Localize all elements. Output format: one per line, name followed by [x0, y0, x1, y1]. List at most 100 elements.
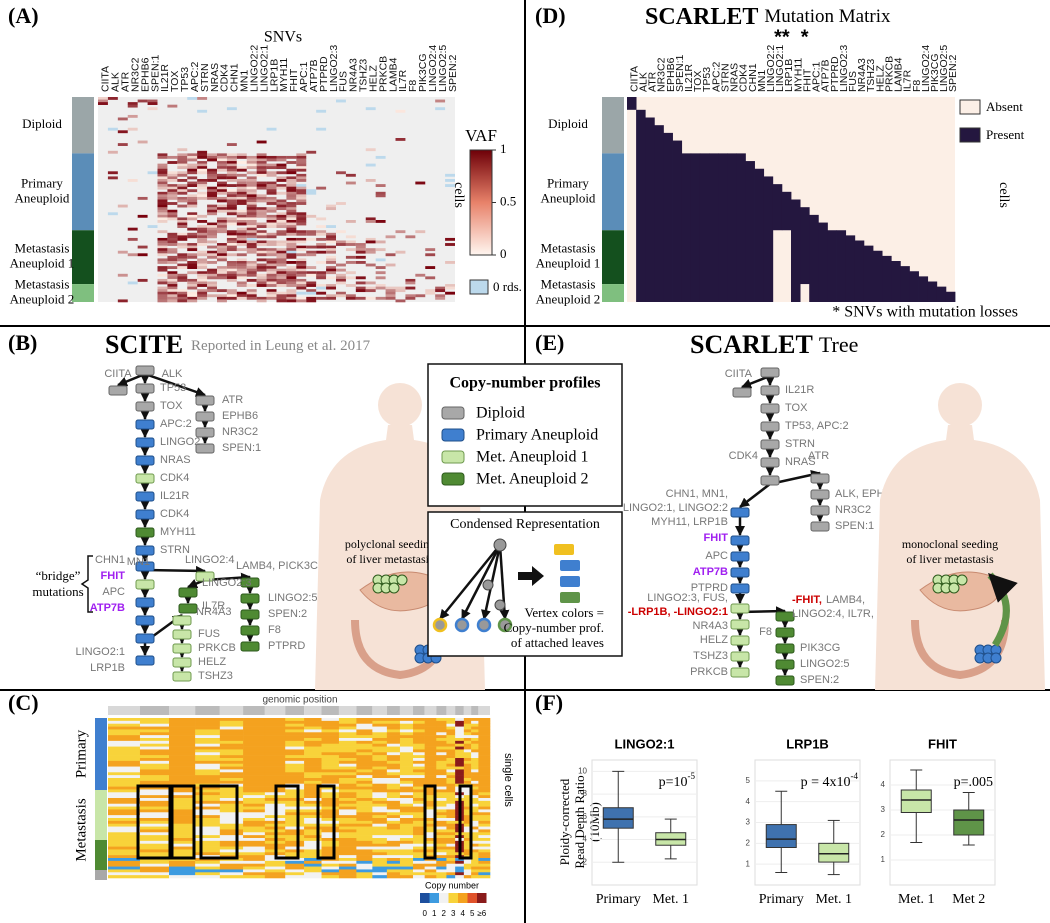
cn-cell	[169, 846, 196, 850]
cn-cell	[219, 732, 244, 736]
heat-cell	[226, 235, 237, 239]
node-label: NR4A3	[693, 620, 728, 632]
heat-cell	[296, 202, 307, 205]
cn-cell	[356, 772, 373, 776]
cn-cell	[463, 758, 472, 762]
cn-cell	[399, 778, 414, 782]
heat-cell	[167, 214, 178, 218]
cn-cell	[321, 786, 340, 790]
cn-cell	[471, 732, 479, 736]
heat-cell	[177, 163, 188, 167]
node-label: SPEN:2	[800, 674, 839, 686]
heat-cell	[177, 296, 188, 300]
cn-cell	[219, 738, 244, 742]
heat-cell	[177, 237, 188, 241]
cn-cell	[436, 766, 447, 770]
cn-cell	[108, 812, 141, 816]
y-tick-label: 3	[881, 805, 886, 814]
matrix-cell	[818, 222, 828, 302]
panel-label: (F)	[535, 690, 563, 715]
heat-cell	[226, 189, 237, 193]
cn-cell	[471, 780, 479, 785]
cn-cell	[243, 823, 266, 827]
heat-cell	[236, 273, 247, 277]
highlight-box	[199, 784, 239, 860]
group-label: Primary	[21, 175, 63, 190]
heat-cell	[316, 245, 327, 249]
cn-cell	[321, 812, 340, 816]
node-label: HELZ	[198, 656, 226, 668]
y-tick-label: 2	[746, 838, 751, 847]
node-label: IL21R	[160, 490, 189, 502]
heat-cell	[296, 158, 307, 162]
heat-cell	[157, 155, 168, 159]
cn-cell	[356, 849, 373, 853]
cn-cell	[455, 732, 465, 736]
heat-cell	[167, 202, 178, 205]
cn-cell	[108, 843, 141, 847]
cn-cell	[139, 749, 170, 753]
chrom-strip	[169, 706, 196, 715]
cn-cell	[139, 818, 170, 822]
heat-cell	[207, 179, 217, 182]
chrom-strip	[386, 706, 400, 715]
heat-cell	[207, 227, 217, 231]
heat-cell	[276, 240, 287, 244]
heat-cell	[266, 258, 277, 262]
heat-cell	[345, 294, 356, 298]
y-tick-label: 10	[578, 766, 587, 775]
cn-cell	[356, 838, 373, 842]
cn-cell	[399, 723, 414, 727]
cn-cell	[108, 858, 141, 862]
cn-cell	[424, 772, 437, 776]
cn-cell	[372, 752, 388, 756]
heat-cell	[197, 171, 208, 175]
caption: Copy-number prof.	[504, 620, 604, 635]
cn-cell	[243, 743, 266, 747]
heat-cell	[276, 284, 287, 287]
cn-cell	[139, 826, 170, 830]
cn-cell	[478, 738, 491, 742]
heat-cell	[286, 289, 297, 293]
cn-cell	[463, 852, 472, 856]
colorbar-cell	[458, 893, 468, 903]
cn-cell	[386, 729, 401, 733]
cn-cell	[108, 723, 141, 727]
heat-cell	[266, 158, 277, 162]
cn-cell	[455, 866, 465, 870]
snv-label: NR4A3	[348, 58, 360, 92]
cn-cell	[386, 809, 401, 813]
node-label: APC:2	[160, 418, 192, 430]
snv-label: HELZ	[367, 65, 379, 92]
heat-cell	[207, 196, 217, 200]
heat-cell	[157, 179, 168, 182]
cn-cell	[413, 780, 425, 785]
cn-cell	[413, 735, 425, 739]
heat-cell	[177, 155, 188, 159]
cn-cell	[372, 769, 388, 773]
cn-cell	[463, 720, 472, 725]
heat-cell	[445, 284, 455, 287]
heat-cell	[236, 294, 247, 298]
cn-cell	[264, 872, 286, 876]
heat-cell	[306, 245, 317, 249]
heat-cell	[236, 266, 247, 269]
cn-cell	[243, 835, 266, 839]
heat-cell	[276, 258, 287, 262]
heat-cell	[276, 179, 287, 182]
cn-cell	[372, 852, 388, 856]
matrix-cell	[873, 250, 883, 302]
chrom-strip	[372, 706, 387, 715]
cn-cell	[219, 840, 244, 845]
cn-cell	[243, 815, 266, 819]
heat-cell	[226, 222, 237, 226]
tree-node	[195, 443, 215, 454]
heat-cell	[167, 184, 178, 187]
cn-cell	[219, 812, 244, 816]
heat-cell	[177, 153, 188, 157]
colorbar-cell	[448, 893, 458, 903]
heat-cell	[276, 217, 287, 221]
cn-cell	[169, 732, 196, 736]
cn-cell	[356, 746, 373, 750]
axis-title: cells	[996, 182, 1011, 208]
